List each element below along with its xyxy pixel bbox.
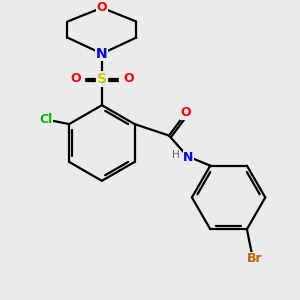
Text: N: N xyxy=(183,151,194,164)
Text: O: O xyxy=(97,1,107,14)
Text: S: S xyxy=(97,72,107,86)
Text: N: N xyxy=(96,46,108,61)
Text: O: O xyxy=(181,106,191,119)
Text: H: H xyxy=(172,150,180,160)
Text: Cl: Cl xyxy=(40,113,53,126)
Text: O: O xyxy=(123,72,134,85)
Text: O: O xyxy=(70,72,81,85)
Text: Br: Br xyxy=(247,253,263,266)
